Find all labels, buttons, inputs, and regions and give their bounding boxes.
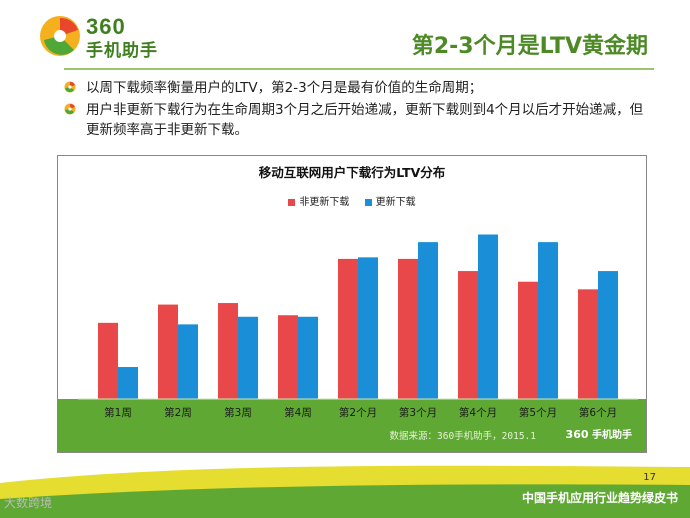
bar-non-update-9: [578, 289, 598, 399]
bar-non-update-4: [278, 315, 298, 399]
title-divider: [64, 68, 654, 70]
legend-swatch-red: [288, 198, 296, 206]
logo-number: 360: [86, 14, 126, 39]
bullet-icon: [64, 103, 76, 115]
slide-title: 第2-3个月是LTV黄金期: [411, 34, 648, 59]
page-number: 17: [643, 472, 656, 483]
chart-source: 数据来源：360手机助手，2015.1: [389, 431, 536, 442]
bar-update-3: [238, 316, 258, 399]
x-tick-label: 第5个月: [519, 406, 557, 419]
mini-logo: 360 手机助手: [566, 426, 632, 441]
bar-non-update-5: [338, 258, 358, 399]
legend-label-update: 更新下载: [375, 197, 416, 208]
bullet-item: 用户非更新下载行为在生命周期3个月之后开始递减，更新下载则到4个月以后才开始递减…: [64, 100, 644, 140]
bullet-icon: [64, 81, 76, 93]
footer-watermark: 大数跨境: [4, 496, 53, 510]
bar-non-update-3: [218, 303, 238, 399]
brand-logo: 360 手机助手: [38, 14, 178, 61]
legend-swatch-blue: [364, 198, 372, 206]
x-tick-label: 第2个月: [339, 406, 377, 419]
bullet-text-1: 以周下载频率衡量用户的LTV，第2-3个月是最有价值的生命周期；: [86, 80, 483, 96]
legend-item-update: 更新下载: [364, 193, 416, 208]
footer-swoosh: [0, 465, 690, 518]
bar-non-update-6: [398, 258, 418, 399]
bar-update-9: [598, 271, 618, 399]
x-axis-band: [58, 399, 646, 452]
logo-mark-icon: [40, 16, 80, 56]
legend-label-non-update: 非更新下载: [299, 197, 350, 208]
bar-update-4: [298, 316, 318, 399]
chart-legend: 非更新下载 更新下载: [58, 193, 646, 208]
legend-item-non-update: 非更新下载: [288, 193, 349, 208]
footer-title: 中国手机应用行业趋势绿皮书: [521, 491, 678, 505]
x-tick-label: 第1周: [104, 406, 132, 419]
bar-update-2: [178, 324, 198, 399]
bullet-list: 以周下载频率衡量用户的LTV，第2-3个月是最有价值的生命周期； 用户非更新下载…: [64, 78, 644, 142]
x-tick-label: 第6个月: [579, 406, 617, 419]
bar-update-8: [538, 242, 558, 399]
x-tick-label: 第4周: [284, 406, 312, 419]
bar-update-7: [478, 234, 498, 399]
bullet-item: 以周下载频率衡量用户的LTV，第2-3个月是最有价值的生命周期；: [64, 78, 644, 98]
chart-title: 移动互联网用户下载行为LTV分布: [258, 165, 446, 180]
x-tick-label: 第3周: [224, 406, 252, 419]
chart-frame: 移动互联网用户下载行为LTV分布 非更新下载 更新下载 第1周 第2周 第3周 第4周…: [57, 155, 647, 453]
bar-update-5: [358, 257, 378, 399]
mini-logo-number: 360: [565, 428, 589, 441]
bar-non-update-8: [518, 281, 538, 399]
x-tick-label: 第4个月: [459, 406, 497, 419]
bar-non-update-2: [158, 304, 178, 399]
bar-update-1: [118, 367, 138, 399]
mini-logo-name: 手机助手: [592, 430, 632, 441]
logo-name: 手机助手: [86, 41, 158, 61]
bar-update-6: [418, 242, 438, 399]
chart-plot: 第1周 第2周 第3周 第4周 第2个月 第3个月 第4个月 第5个月 第6个月: [78, 234, 638, 419]
bullet-text-2: 用户非更新下载行为在生命周期3个月之后开始递减，更新下载则到4个月以后才开始递减…: [86, 102, 644, 138]
bar-non-update-1: [98, 322, 118, 399]
x-tick-label: 第3个月: [399, 406, 437, 419]
bar-non-update-7: [458, 271, 478, 399]
x-tick-label: 第2周: [164, 406, 192, 419]
